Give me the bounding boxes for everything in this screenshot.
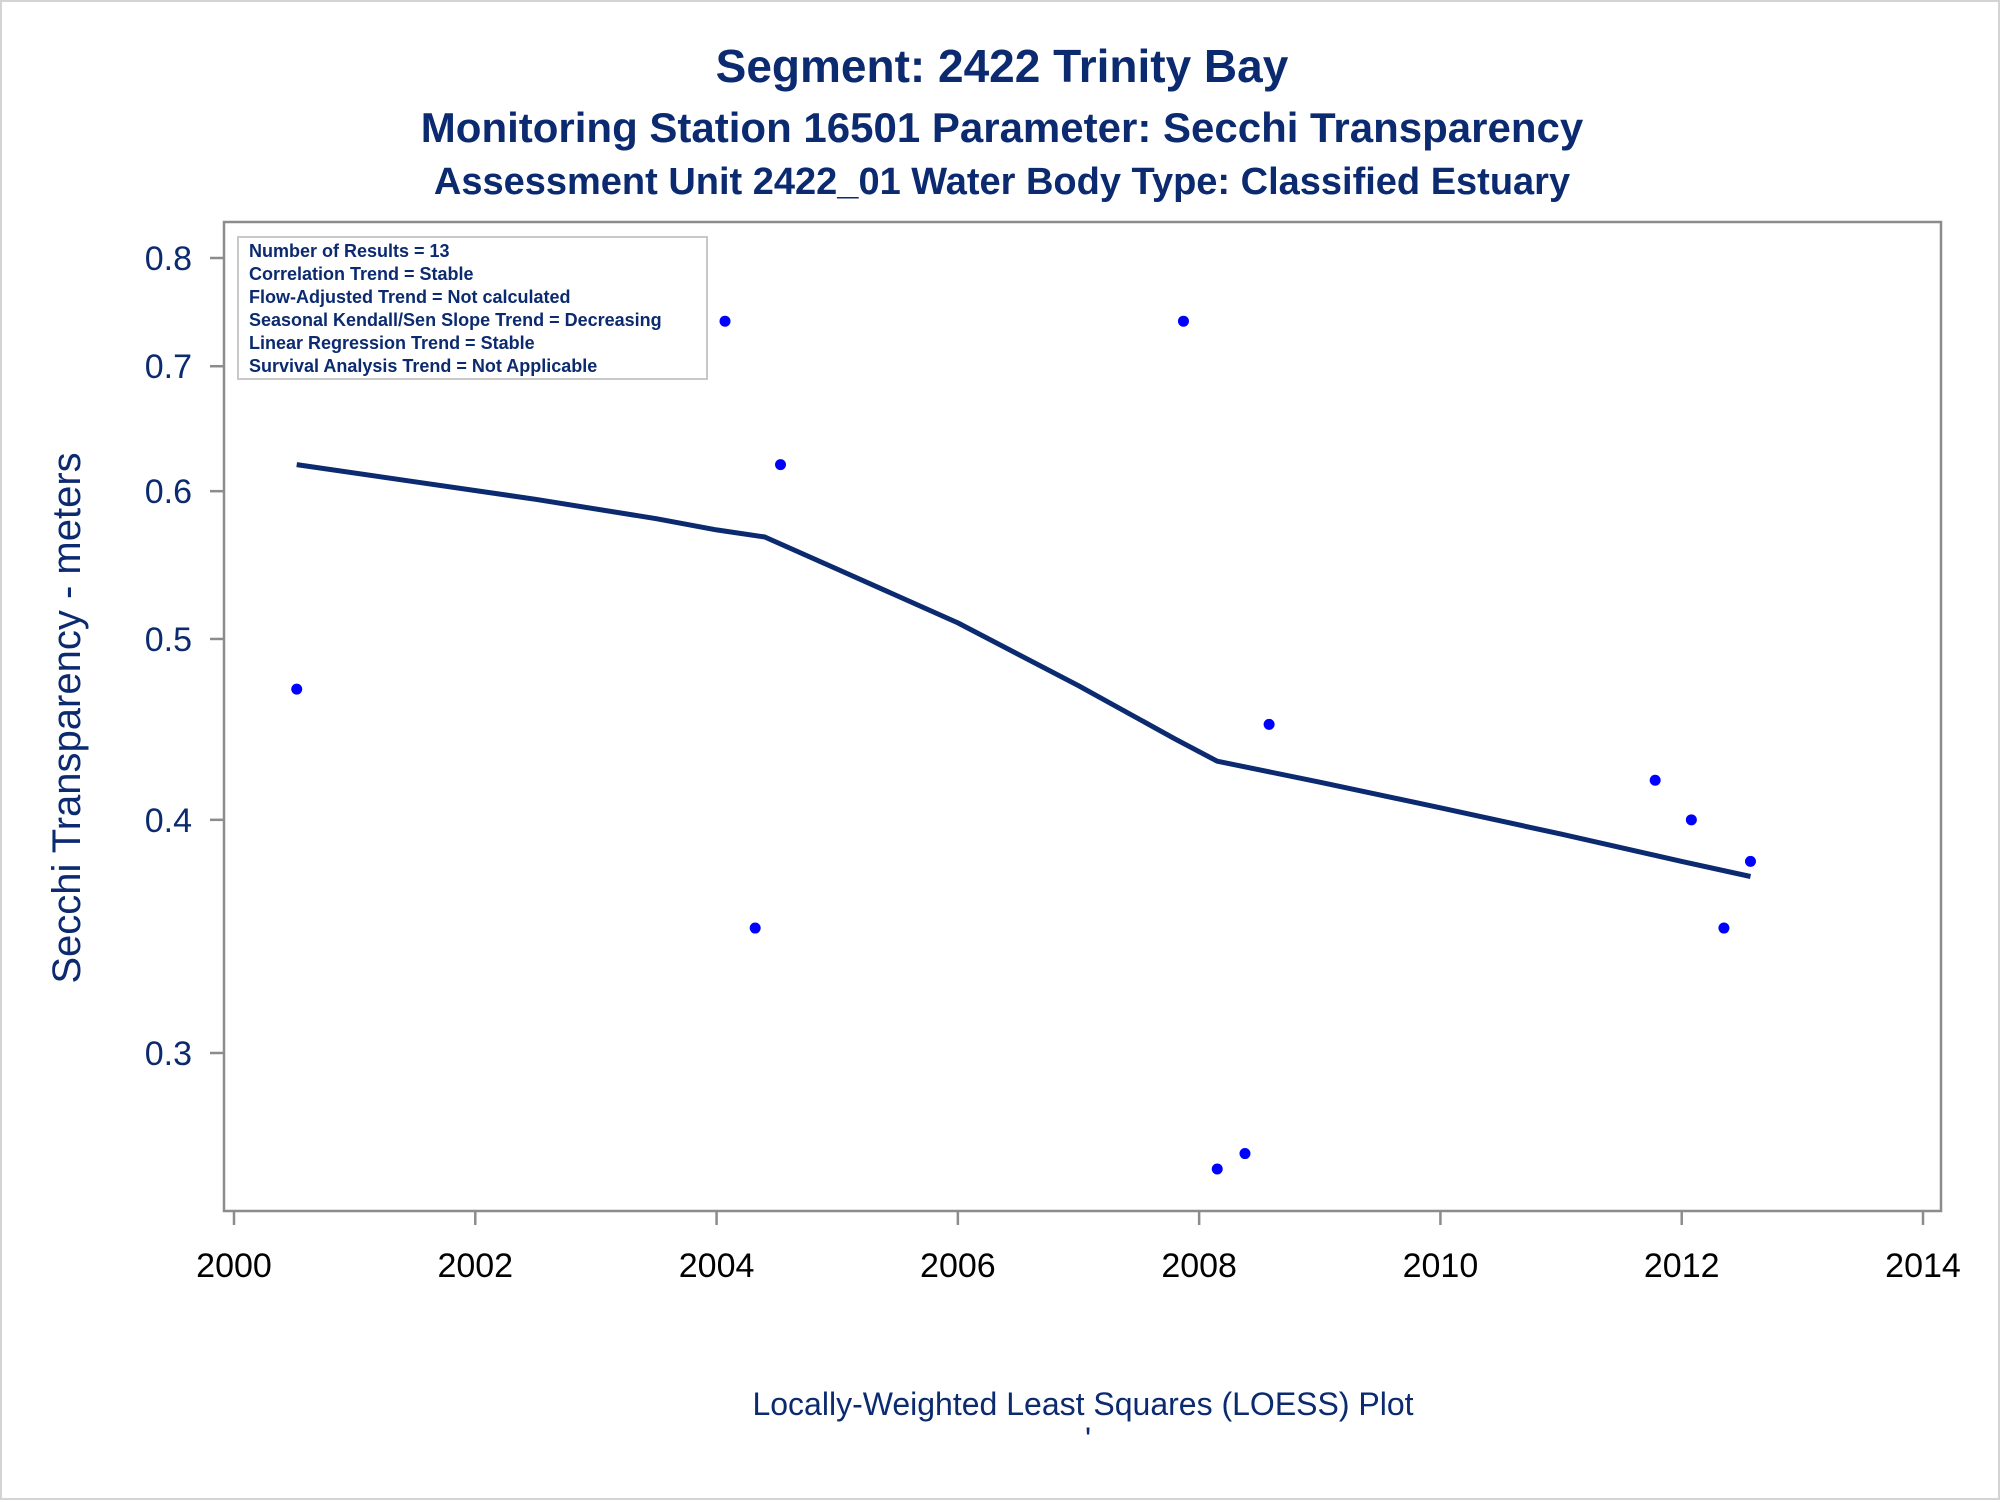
x-tick-label: 2008 <box>1161 1247 1237 1285</box>
data-point <box>1685 814 1697 826</box>
stat-correlation-trend: Correlation Trend = Stable <box>249 264 474 284</box>
data-point <box>1211 1163 1223 1175</box>
x-axis: 2000 2002 2004 2006 2008 2010 2012 2014 <box>196 1211 1961 1285</box>
stats-legend-box <box>237 236 708 380</box>
data-point <box>1239 1148 1251 1160</box>
loess-trend-line <box>296 462 1752 879</box>
stat-survival-analysis-trend: Survival Analysis Trend = Not Applicable <box>249 356 597 376</box>
data-point <box>1177 315 1189 327</box>
data-point <box>1718 922 1730 934</box>
data-points <box>291 242 1756 1175</box>
x-tick-label: 2004 <box>679 1247 755 1285</box>
data-point <box>1263 718 1275 730</box>
y-axis-label: Secchi Transparency - meters <box>45 452 89 983</box>
plot-area <box>222 220 1943 1213</box>
stat-linear-regression-trend: Linear Regression Trend = Stable <box>249 333 535 353</box>
y-tick-label: 0.3 <box>145 1035 192 1073</box>
y-axis: 0.3 0.4 0.5 0.6 0.7 0.8 <box>145 240 224 1073</box>
x-tick-label: 2006 <box>920 1247 996 1285</box>
stats-legend: Number of Results = 13 Correlation Trend… <box>237 236 708 380</box>
x-tick-label: 2012 <box>1644 1247 1720 1285</box>
y-tick-label: 0.8 <box>145 240 192 278</box>
x-tick-label: 2000 <box>196 1247 272 1285</box>
y-tick-label: 0.6 <box>145 473 192 511</box>
data-point <box>775 459 787 471</box>
chart-title: Segment: 2422 Trinity Bay <box>716 40 1289 92</box>
stat-number-of-results: Number of Results = 13 <box>249 241 450 261</box>
x-tick-label: 2010 <box>1403 1247 1479 1285</box>
chart-subtitle-2: Assessment Unit 2422_01 Water Body Type:… <box>434 161 1570 203</box>
stat-seasonal-kendall-trend: Seasonal Kendall/Sen Slope Trend = Decre… <box>249 310 662 330</box>
y-tick-label: 0.5 <box>145 621 192 659</box>
data-point <box>719 315 731 327</box>
x-tick-label: 2014 <box>1885 1247 1961 1285</box>
y-tick-label: 0.7 <box>145 348 192 386</box>
stat-flow-adjusted-trend: Flow-Adjusted Trend = Not calculated <box>249 287 571 307</box>
data-point <box>1744 855 1756 867</box>
data-point <box>1649 774 1661 786</box>
y-tick-label: 0.4 <box>145 802 192 840</box>
footnote-mark: ' <box>1085 1421 1091 1457</box>
x-tick-label: 2002 <box>437 1247 513 1285</box>
data-point <box>291 683 303 695</box>
data-point <box>749 922 761 934</box>
chart-footnote: Locally-Weighted Least Squares (LOESS) P… <box>752 1386 1413 1422</box>
chart-subtitle: Monitoring Station 16501 Parameter: Secc… <box>421 104 1584 151</box>
